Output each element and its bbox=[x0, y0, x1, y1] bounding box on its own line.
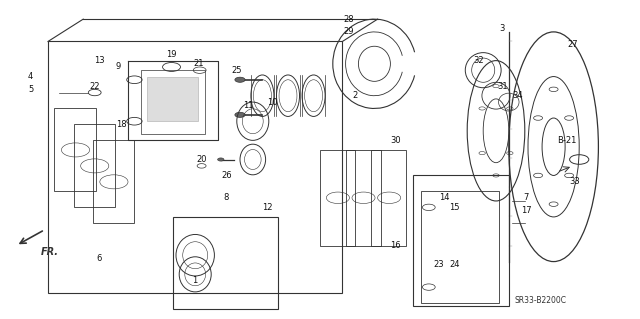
Text: 16: 16 bbox=[390, 241, 401, 250]
Text: 9: 9 bbox=[116, 63, 121, 71]
Text: 26: 26 bbox=[222, 171, 232, 180]
Text: 8: 8 bbox=[223, 193, 228, 202]
Circle shape bbox=[235, 77, 245, 82]
Text: 27: 27 bbox=[568, 40, 578, 49]
Text: 15: 15 bbox=[449, 203, 460, 212]
Text: 19: 19 bbox=[166, 50, 177, 59]
Text: FR.: FR. bbox=[40, 247, 58, 257]
Bar bbox=[421, 191, 499, 303]
Text: 2: 2 bbox=[353, 91, 358, 100]
Text: 13: 13 bbox=[94, 56, 104, 65]
Bar bbox=[54, 108, 96, 191]
Bar bbox=[141, 70, 205, 134]
Text: 1: 1 bbox=[193, 276, 198, 285]
Text: 30: 30 bbox=[390, 136, 401, 145]
Bar bbox=[173, 217, 278, 309]
Text: 4: 4 bbox=[28, 72, 33, 81]
Text: 20: 20 bbox=[196, 155, 207, 164]
Bar bbox=[413, 175, 509, 306]
Bar bbox=[74, 124, 115, 207]
Text: 3: 3 bbox=[500, 24, 505, 33]
Text: 25: 25 bbox=[232, 66, 242, 75]
Text: 34: 34 bbox=[512, 91, 522, 100]
Text: SR33-B2200C: SR33-B2200C bbox=[515, 296, 567, 305]
Text: 33: 33 bbox=[570, 177, 580, 186]
Text: B-21: B-21 bbox=[557, 136, 576, 145]
Bar bbox=[48, 41, 342, 293]
Text: 21: 21 bbox=[193, 59, 204, 68]
Text: 22: 22 bbox=[90, 82, 100, 91]
Text: 17: 17 bbox=[521, 206, 531, 215]
Text: 6: 6 bbox=[97, 254, 102, 263]
Text: 10: 10 bbox=[267, 98, 277, 107]
Text: 23: 23 bbox=[433, 260, 444, 269]
Text: 12: 12 bbox=[262, 203, 273, 212]
Text: 32: 32 bbox=[474, 56, 484, 65]
Bar bbox=[320, 150, 355, 246]
Bar bbox=[371, 150, 406, 246]
Text: 28: 28 bbox=[344, 15, 354, 24]
Text: 29: 29 bbox=[344, 27, 354, 36]
Bar bbox=[93, 140, 134, 223]
Text: 5: 5 bbox=[28, 85, 33, 94]
Text: 11: 11 bbox=[243, 101, 253, 110]
Bar bbox=[346, 150, 381, 246]
Text: 24: 24 bbox=[449, 260, 460, 269]
Text: 7: 7 bbox=[524, 193, 529, 202]
Circle shape bbox=[218, 158, 224, 161]
Text: 14: 14 bbox=[440, 193, 450, 202]
Bar bbox=[147, 77, 198, 121]
Circle shape bbox=[235, 112, 245, 117]
Text: 31: 31 bbox=[497, 82, 508, 91]
Text: 18: 18 bbox=[116, 120, 127, 129]
